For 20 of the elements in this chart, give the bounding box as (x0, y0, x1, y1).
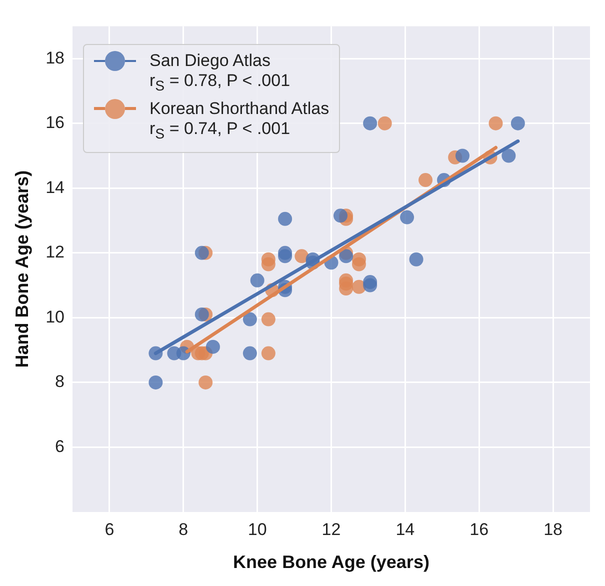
annotation: r$_{S}$ = 0.78, P < .001 (148, 71, 292, 97)
x-tick-label: 8 (178, 520, 188, 539)
y-tick-label: 16 (46, 113, 65, 132)
x-tick-label: 16 (470, 520, 489, 539)
y-tick-label: 10 (46, 307, 65, 326)
legend-label: San Diego Atlas (150, 51, 270, 72)
y-tick-label: 18 (46, 48, 65, 68)
y-tick-label: 14 (46, 178, 65, 197)
y-tick-label: 8 (55, 372, 65, 392)
x-tick-label: 12 (322, 520, 341, 539)
x-tick-label: 6 (104, 520, 114, 539)
x-tick-label: 18 (544, 520, 562, 539)
x-axis-title: Knee Bone Age (years) (233, 552, 430, 572)
legend-label: Korean Shorthand Atlas (150, 98, 330, 119)
y-axis-title: Hand Bone Age (years) (12, 170, 32, 368)
x-tick-label: 14 (396, 520, 415, 539)
y-tick-label: 6 (55, 436, 65, 456)
y-tick-label: 12 (46, 242, 65, 262)
annotation: r$_{S}$ = 0.74, P < .001 (148, 118, 292, 144)
x-tick-label: 10 (248, 520, 267, 539)
